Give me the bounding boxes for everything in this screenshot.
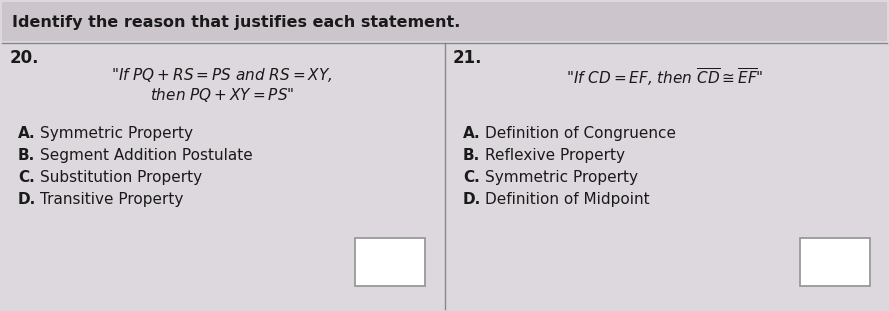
Text: Transitive Property: Transitive Property bbox=[40, 192, 183, 207]
Text: D.: D. bbox=[18, 192, 36, 207]
Text: C.: C. bbox=[463, 170, 480, 185]
Text: C.: C. bbox=[18, 170, 35, 185]
Text: B.: B. bbox=[463, 148, 480, 163]
Text: Segment Addition Postulate: Segment Addition Postulate bbox=[40, 148, 252, 163]
Text: A.: A. bbox=[18, 126, 36, 141]
Text: Definition of Congruence: Definition of Congruence bbox=[485, 126, 676, 141]
Text: Substitution Property: Substitution Property bbox=[40, 170, 202, 185]
Text: A.: A. bbox=[463, 126, 481, 141]
Text: Symmetric Property: Symmetric Property bbox=[485, 170, 638, 185]
Text: then $PQ + XY = PS$": then $PQ + XY = PS$" bbox=[150, 86, 294, 104]
Bar bbox=[800, 238, 870, 286]
Text: 20.: 20. bbox=[10, 49, 39, 67]
Bar bbox=[355, 238, 425, 286]
Text: "If $PQ + RS = PS$ and $RS = XY$,: "If $PQ + RS = PS$ and $RS = XY$, bbox=[111, 66, 332, 84]
Text: Definition of Midpoint: Definition of Midpoint bbox=[485, 192, 650, 207]
Bar bbox=[2, 2, 887, 41]
Text: B.: B. bbox=[18, 148, 36, 163]
Text: D.: D. bbox=[463, 192, 481, 207]
Text: Identify the reason that justifies each statement.: Identify the reason that justifies each … bbox=[12, 15, 461, 30]
Text: 21.: 21. bbox=[453, 49, 483, 67]
Text: Reflexive Property: Reflexive Property bbox=[485, 148, 625, 163]
Text: Symmetric Property: Symmetric Property bbox=[40, 126, 193, 141]
Text: "If $CD = EF$, then $\overline{CD} \cong \overline{EF}$": "If $CD = EF$, then $\overline{CD} \cong… bbox=[566, 66, 764, 88]
